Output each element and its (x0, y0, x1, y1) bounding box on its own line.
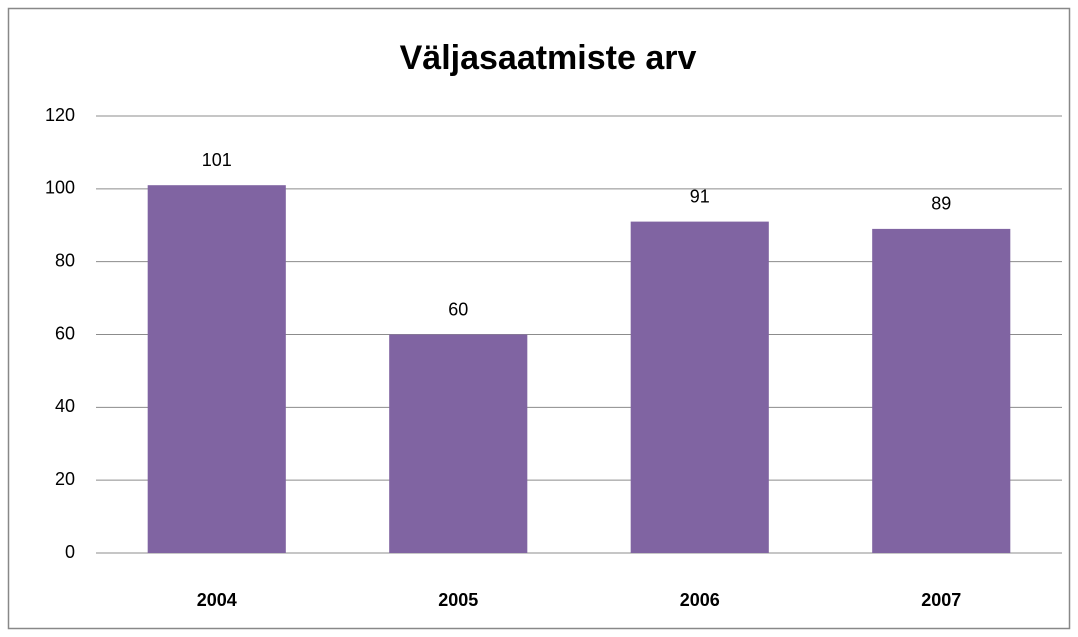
y-tick-label: 60 (55, 323, 75, 343)
x-tick-label: 2005 (438, 590, 478, 610)
y-tick-label: 80 (55, 250, 75, 270)
x-tick-label: 2007 (921, 590, 961, 610)
y-tick-label: 20 (55, 469, 75, 489)
y-tick-label: 0 (65, 542, 75, 562)
bar (872, 228, 1011, 553)
y-tick-label: 100 (45, 178, 75, 198)
data-label: 89 (931, 194, 951, 214)
data-label: 101 (202, 150, 232, 170)
chart-title: Väljasaatmiste arv (400, 39, 697, 77)
bar (389, 334, 528, 553)
y-tick-label: 40 (55, 396, 75, 416)
bar (147, 185, 286, 554)
bar (630, 221, 769, 553)
x-tick-label: 2004 (197, 590, 237, 610)
data-label: 60 (448, 299, 468, 319)
x-tick-label: 2006 (680, 590, 720, 610)
y-tick-label: 120 (45, 105, 75, 125)
data-label: 91 (690, 186, 710, 206)
